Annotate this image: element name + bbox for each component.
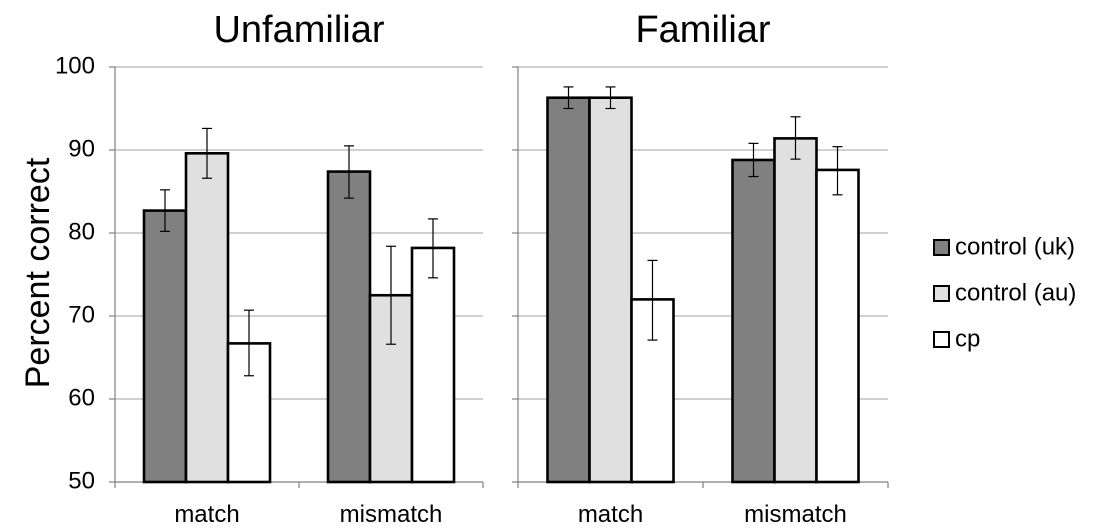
y-tick-label: 80 xyxy=(68,218,95,245)
x-tick-label: match xyxy=(174,501,239,528)
legend-swatch xyxy=(933,331,950,348)
y-tick-label: 90 xyxy=(68,135,95,162)
panel-unfamiliar: 50 60 70 80 90 100 Unfamiliar match mismatch xyxy=(55,9,484,528)
legend-label: control (uk) xyxy=(955,233,1075,260)
bar xyxy=(815,168,860,484)
panel-title: Unfamiliar xyxy=(213,9,384,51)
bar xyxy=(588,96,633,484)
bar xyxy=(731,158,776,484)
legend-label: cp xyxy=(955,325,980,352)
y-tick-label: 100 xyxy=(55,52,95,79)
legend-label: control (au) xyxy=(955,279,1076,306)
x-tick-label: mismatch xyxy=(744,501,847,528)
bar xyxy=(142,209,188,484)
y-tick-label: 60 xyxy=(68,384,95,411)
x-tick-label: match xyxy=(578,501,643,528)
legend: control (uk) control (au) cp xyxy=(933,233,1076,352)
y-tick-label: 70 xyxy=(68,301,95,328)
y-axis-label: Percent correct xyxy=(19,157,57,388)
y-tick-label: 50 xyxy=(68,467,95,494)
legend-swatch xyxy=(933,239,950,256)
bar xyxy=(546,96,591,484)
bar xyxy=(326,170,372,484)
bar xyxy=(773,137,818,484)
panel-familiar: Familiar match mismatch xyxy=(512,9,889,528)
legend-swatch xyxy=(933,285,950,302)
panel-title: Familiar xyxy=(635,9,770,51)
bar xyxy=(410,246,456,484)
x-tick-label: mismatch xyxy=(340,501,443,528)
bar xyxy=(184,152,230,484)
